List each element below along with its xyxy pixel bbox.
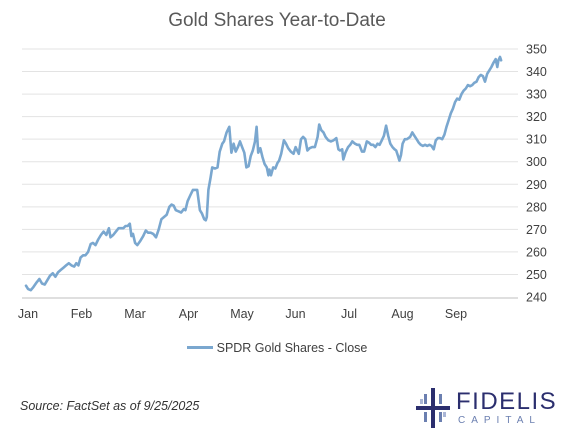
y-tick-label: 310 (526, 133, 547, 147)
y-tick-label: 340 (526, 65, 547, 79)
source-note: Source: FactSet as of 9/25/2025 (20, 399, 200, 413)
series-line-spdr-gold-shares (24, 55, 503, 292)
y-tick-label: 290 (526, 178, 547, 192)
y-tick-label: 250 (526, 268, 547, 282)
logo-mark-icon (416, 388, 450, 428)
y-tick-label: 240 (526, 291, 547, 305)
x-tick-label: Feb (71, 307, 93, 321)
x-tick-label: Sep (445, 307, 467, 321)
y-tick-label: 280 (526, 200, 547, 214)
x-tick-label: Apr (179, 307, 198, 321)
x-tick-label: Jul (341, 307, 357, 321)
x-tick-label: May (230, 307, 254, 321)
chart-title: Gold Shares Year-to-Date (168, 10, 386, 31)
y-axis-tick-labels: 240 250 260 270 280 290 300 310 320 330 340 350 (526, 43, 547, 305)
x-tick-label: Jun (285, 307, 305, 321)
x-tick-label: Aug (391, 307, 413, 321)
x-tick-label: Jan (18, 307, 38, 321)
legend-label: SPDR Gold Shares - Close (216, 341, 368, 355)
fidelis-capital-logo: FIDELIS CAPITAL (416, 386, 566, 430)
y-tick-label: 300 (526, 155, 547, 169)
logo-subtitle: CAPITAL (458, 415, 541, 426)
series-group (24, 55, 503, 292)
y-tick-label: 270 (526, 223, 547, 237)
legend: SPDR Gold Shares - Close (0, 341, 554, 355)
x-axis-tick-labels: Jan Feb Mar Apr May Jun Jul Aug Sep (18, 307, 467, 321)
gridlines (22, 48, 518, 275)
logo-wordmark: FIDELIS (456, 388, 558, 415)
y-tick-label: 330 (526, 88, 547, 102)
y-tick-label: 350 (526, 43, 547, 57)
legend-swatch (186, 346, 213, 350)
x-tick-label: Mar (124, 307, 146, 321)
y-tick-label: 320 (526, 110, 547, 124)
y-tick-label: 260 (526, 245, 547, 259)
